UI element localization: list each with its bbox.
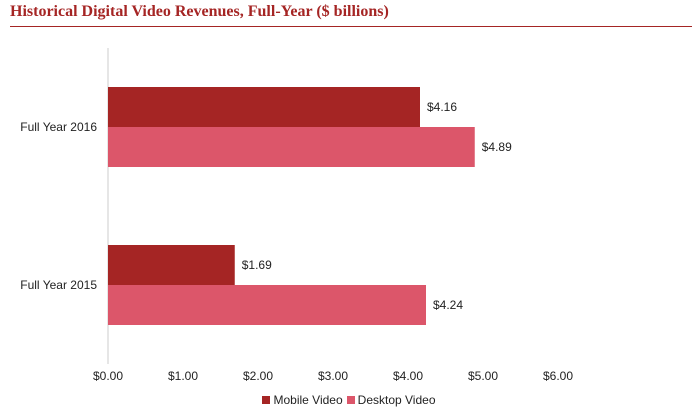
bar-desktop-video <box>108 127 475 167</box>
x-tick-label: $1.00 <box>168 369 198 383</box>
x-tick-label: $6.00 <box>543 369 573 383</box>
x-tick-label: $2.00 <box>243 369 273 383</box>
bar-desktop-video <box>108 285 426 325</box>
x-tick-label: $5.00 <box>468 369 498 383</box>
x-tick-label: $3.00 <box>318 369 348 383</box>
data-label: $4.16 <box>427 100 457 114</box>
x-tick-label: $4.00 <box>393 369 423 383</box>
category-label: Full Year 2015 <box>20 278 97 292</box>
title-rule <box>10 26 692 27</box>
legend-label: Mobile Video <box>273 393 343 407</box>
data-label: $4.89 <box>482 140 512 154</box>
chart: $0.00 $1.00 $2.00 $3.00 $4.00 $5.00 $6.00 Full … <box>20 48 573 383</box>
bar-mobile-video <box>108 245 235 285</box>
data-label: $4.24 <box>433 298 463 312</box>
category-label: Full Year 2016 <box>20 120 97 134</box>
legend: Mobile Video Desktop Video <box>0 393 698 407</box>
data-label: $1.69 <box>242 258 272 272</box>
legend-item: Desktop Video <box>346 393 436 407</box>
legend-swatch <box>262 396 271 404</box>
x-tick-label: $0.00 <box>93 369 123 383</box>
chart-title: Historical Digital Video Revenues, Full-… <box>10 3 389 20</box>
bar-mobile-video <box>108 87 420 127</box>
legend-swatch <box>346 396 355 404</box>
legend-item: Mobile Video <box>262 393 343 407</box>
legend-label: Desktop Video <box>357 393 436 407</box>
